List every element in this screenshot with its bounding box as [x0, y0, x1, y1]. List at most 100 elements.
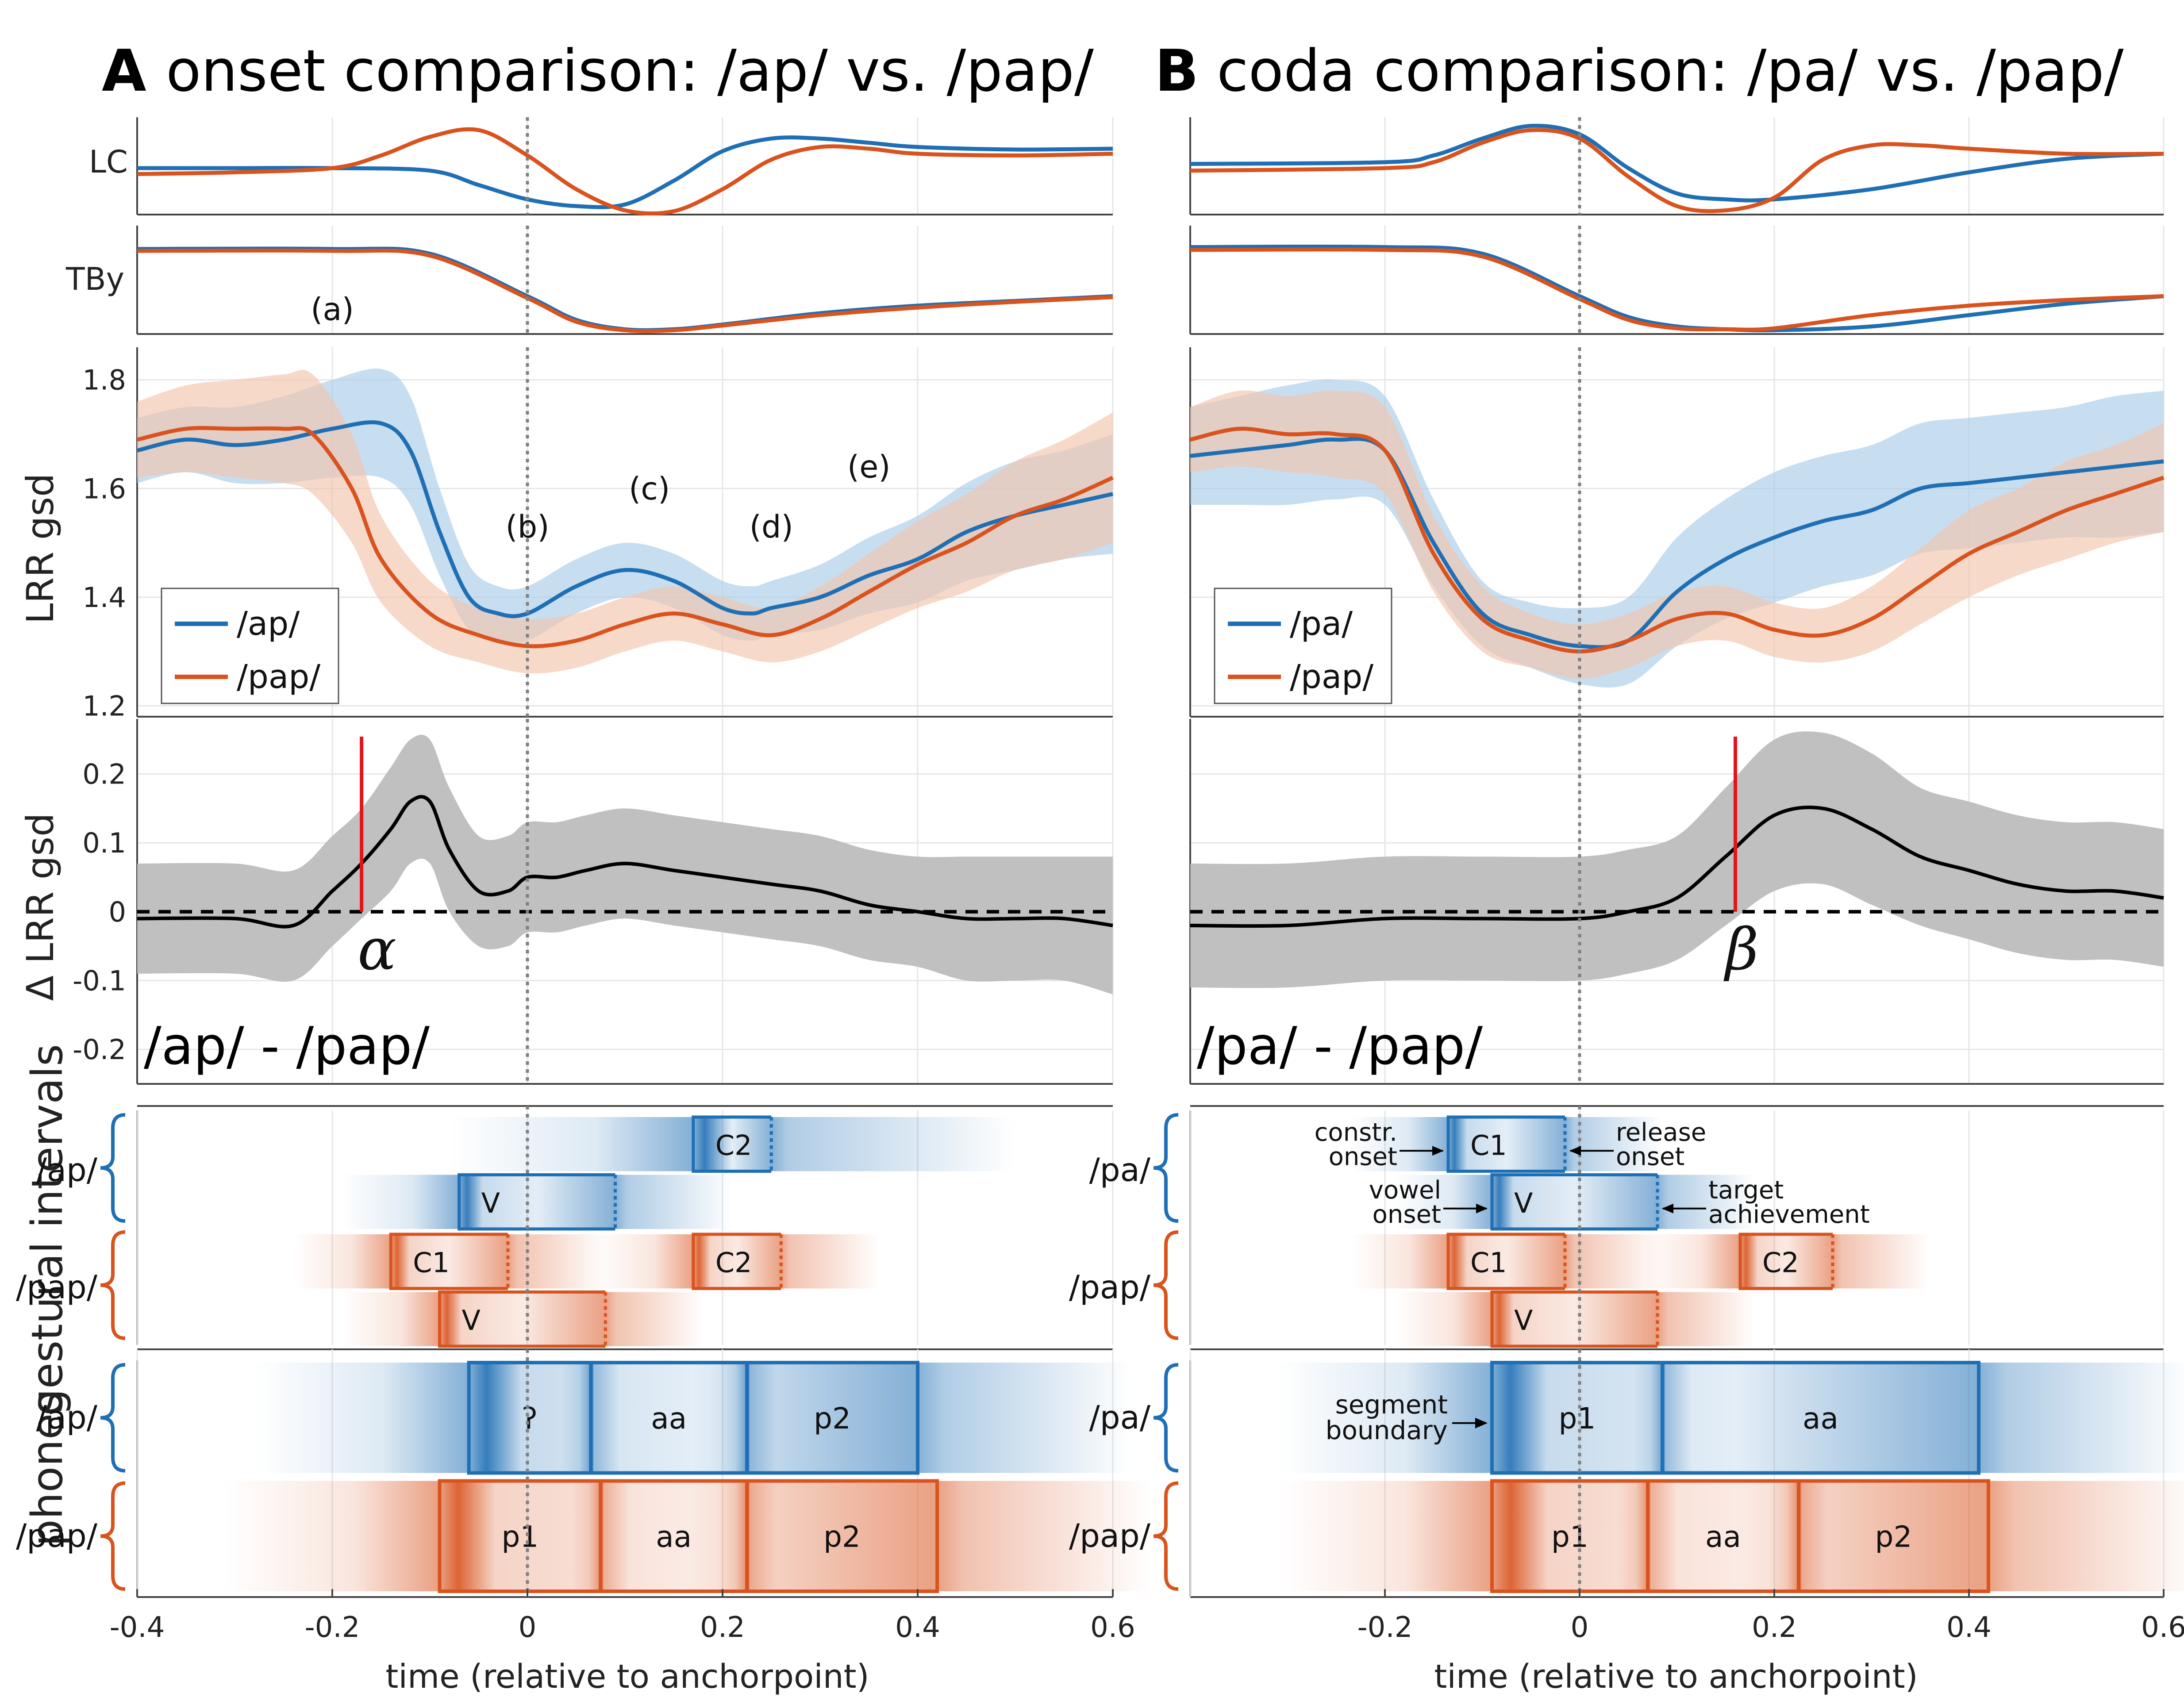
brace: [100, 1230, 126, 1340]
x-tick-label: 0: [1571, 1611, 1589, 1644]
phone-row-label: /pa/: [1089, 1399, 1151, 1436]
gesture-group-label: /pap/: [1069, 1269, 1151, 1306]
gesture-band: [293, 1234, 606, 1289]
panel-a: 1.2 1.4 1.6 1.8 (a) (b) (c) (d) (e) /ap/ /pap/ α/a…: [16, 117, 1152, 1696]
callout-text: release: [1616, 1118, 1706, 1147]
brace: [100, 1481, 126, 1591]
gesture-label: C2: [1762, 1246, 1799, 1279]
brace: [1153, 1363, 1179, 1473]
series-line-lrr-0: [1190, 437, 2164, 649]
gesture-box: [438, 1290, 606, 1348]
series-line-delta: [137, 795, 1113, 929]
legend-label: /ap/: [237, 605, 300, 643]
series-line-delta: [1190, 806, 2164, 928]
panel-a-delta-plot: α/ap/ - /pap/ -0.2 -0.1 0 0.1 0.2: [73, 719, 1114, 1085]
panel-a-letter: A: [102, 37, 146, 104]
series-line-lc-1: [137, 127, 1113, 216]
y-tick-label: -0.2: [73, 1033, 126, 1066]
gesture-box: [458, 1173, 615, 1231]
gesture-label: V: [462, 1304, 481, 1336]
series-line-lrr-1: [1189, 426, 2165, 654]
callout-text: vowel: [1369, 1176, 1441, 1205]
x-tick-label: 0: [519, 1611, 537, 1644]
gesture-label: V: [1514, 1187, 1533, 1219]
ci-band-0: [1190, 379, 2164, 688]
gesture-box: [1738, 1233, 1833, 1290]
brace: [1153, 1230, 1179, 1340]
gesture-band: [1395, 1175, 1755, 1229]
phone-segment-box: [745, 1361, 919, 1475]
panel-b-lrr-plot: /pa/ /pap/: [1189, 347, 2165, 718]
annotation-label: (d): [750, 509, 793, 545]
phone-segment-box: [745, 1479, 939, 1593]
ci-band-1: [137, 369, 1113, 674]
brace: [1153, 1481, 1179, 1591]
gesture-label: V: [1514, 1304, 1533, 1336]
ci-band-delta: [1190, 731, 2164, 988]
series-line-tby-0: [1190, 244, 2164, 333]
panel-a-xlabel: time (relative to anchorpoint): [385, 1658, 869, 1696]
gesture-band: [1351, 1117, 1662, 1171]
x-tick-label: 0.6: [2141, 1611, 2184, 1644]
series-line-tby-1: [137, 248, 1113, 333]
y-tick-label: 1.4: [82, 581, 126, 614]
annotation-label: (b): [505, 509, 549, 545]
panel-a-tby-plot: [136, 226, 1114, 335]
phone-label: aa: [1705, 1520, 1741, 1554]
phone-label: p1: [502, 1520, 539, 1554]
phone-row-label: /pap/: [1069, 1517, 1151, 1554]
phone-label: p1: [1559, 1402, 1596, 1436]
callout-text: boundary: [1326, 1415, 1448, 1445]
panel-a-lc-plot: [136, 117, 1114, 216]
gesture-band: [1351, 1234, 1662, 1289]
phone-label: aa: [656, 1520, 692, 1554]
difference-label: /pa/ - /pap/: [1197, 1015, 1483, 1076]
lrr-ylabel: LRR gsd: [19, 473, 62, 624]
phone-label: aa: [651, 1402, 687, 1436]
callout-text: segment: [1335, 1390, 1448, 1420]
callout-text: achievement: [1708, 1200, 1870, 1229]
gesture-group-label: /ap/: [36, 1152, 98, 1189]
tby-ylabel: TBy: [65, 261, 124, 297]
legend-label: /pap/: [1290, 658, 1373, 696]
phone-segment-box: [1661, 1361, 1980, 1475]
brace: [100, 1363, 126, 1473]
callout-text: onset: [1373, 1200, 1441, 1229]
panel-b-lc-plot: [1189, 117, 2165, 215]
panel-b-xlabel: time (relative to anchorpoint): [1434, 1658, 1918, 1696]
phone-row-label: /ap/: [36, 1399, 98, 1436]
x-tick-label: 0.4: [1946, 1611, 1992, 1644]
series-line-lc-0: [1190, 123, 2164, 203]
series-line-tby-1: [1190, 247, 2164, 332]
phone-band: [1278, 1481, 2184, 1591]
phone-band: [1278, 1363, 2184, 1473]
phone-label: ʔ: [523, 1402, 538, 1436]
x-tick-label: 0.4: [895, 1611, 940, 1644]
legend-label: /pa/: [1290, 605, 1353, 643]
gesture-label: C1: [413, 1246, 450, 1279]
lc-ylabel: LC: [89, 144, 128, 180]
phone-band: [225, 1481, 1152, 1591]
phone-label: aa: [1803, 1402, 1838, 1436]
x-tick-label: -0.2: [305, 1611, 360, 1644]
gestures-ylabel: gestural intervals: [23, 1044, 72, 1416]
callout: constr.onset: [1315, 1118, 1444, 1171]
gesture-band: [1395, 1292, 1755, 1346]
panel-a-lrr-plot: 1.2 1.4 1.6 1.8 (a) (b) (c) (d) (e) /ap/ /pap/: [82, 292, 1114, 722]
y-tick-label: 0.2: [82, 758, 126, 791]
phone-row-label: /pap/: [16, 1517, 98, 1554]
x-tick-label: 0.2: [700, 1611, 745, 1644]
callout-text: target: [1708, 1176, 1784, 1205]
legend-box: [1214, 588, 1392, 704]
brace: [1153, 1113, 1179, 1223]
gesture-group-label: /pap/: [16, 1269, 98, 1306]
gesture-box: [1446, 1115, 1565, 1173]
phone-label: p2: [1875, 1520, 1912, 1554]
panel-b-gestures: /pa/C1V/pap/C1 C2Vconstr.onsetreleaseonse…: [1069, 1105, 2165, 1348]
legend-label: /pap/: [237, 658, 320, 696]
